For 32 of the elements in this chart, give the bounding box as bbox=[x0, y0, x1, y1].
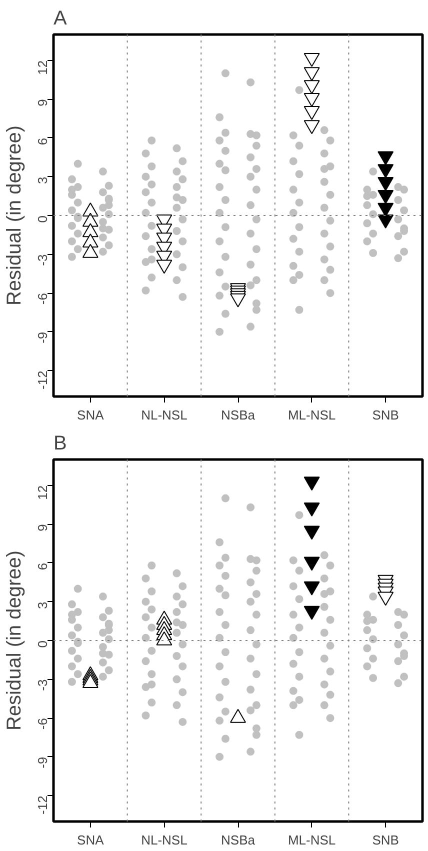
y-tick-label: 12 bbox=[35, 60, 50, 75]
x-tick-label: SNB bbox=[372, 832, 399, 848]
y-tick-label: -3 bbox=[35, 679, 50, 691]
x-tick-label: NL-NSL bbox=[141, 832, 188, 848]
y-tick-label: 9 bbox=[35, 524, 50, 532]
x-tick-label: ML-NSL bbox=[288, 832, 336, 848]
y-tick-label: -12 bbox=[35, 370, 50, 390]
y-axis-title: Residual (in degree) bbox=[4, 125, 26, 306]
chart-title: A bbox=[54, 8, 68, 30]
chart-title: B bbox=[54, 432, 67, 454]
y-tick-label: 6 bbox=[35, 138, 50, 146]
y-tick-label: 0 bbox=[35, 640, 50, 648]
y-tick-label: 0 bbox=[35, 215, 50, 223]
y-tick-label: -12 bbox=[35, 796, 50, 814]
x-tick-label: NL-NSL bbox=[141, 408, 188, 422]
y-axis-title: Residual (in degree) bbox=[4, 550, 26, 731]
x-tick-label: SNB bbox=[372, 408, 399, 422]
y-tick-label: 9 bbox=[35, 99, 50, 106]
x-tick-label: NSBa bbox=[221, 832, 256, 848]
y-tick-label: -6 bbox=[35, 718, 50, 730]
y-tick-label: -9 bbox=[35, 756, 50, 768]
x-tick-label: NSBa bbox=[221, 408, 256, 422]
y-tick-label: 6 bbox=[35, 562, 50, 570]
x-tick-label: SNA bbox=[77, 408, 104, 422]
y-tick-label: -6 bbox=[35, 293, 50, 305]
y-tick-label: 3 bbox=[35, 176, 50, 184]
y-tick-label: -3 bbox=[35, 254, 50, 266]
x-tick-label: SNA bbox=[77, 832, 104, 848]
y-tick-label: 12 bbox=[35, 485, 50, 500]
y-tick-label: -9 bbox=[35, 332, 50, 344]
x-tick-label: ML-NSL bbox=[288, 408, 336, 422]
y-tick-label: 3 bbox=[35, 602, 50, 609]
